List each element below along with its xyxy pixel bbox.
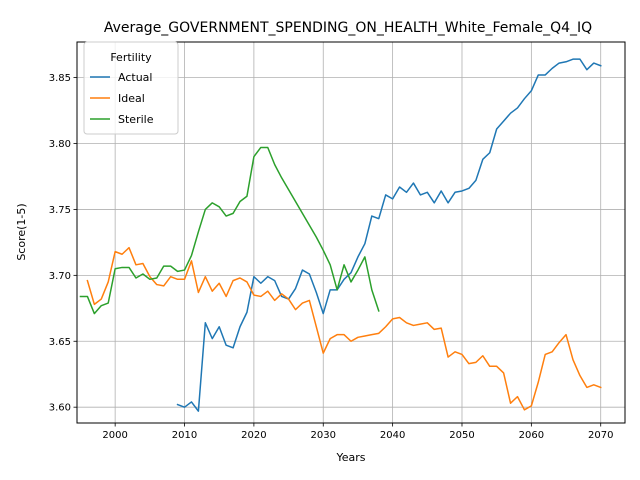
legend-label-ideal: Ideal [118, 92, 145, 105]
x-tick-label: 2050 [449, 430, 474, 441]
x-tick-label: 2040 [380, 430, 405, 441]
x-tick-label: 2030 [311, 430, 336, 441]
series-line-actual [176, 58, 602, 412]
plot-frame [76, 41, 626, 424]
x-tick-label: 2020 [241, 430, 266, 441]
x-tick-label: 2070 [588, 430, 613, 441]
y-axis-label: Score(1-5) [15, 203, 28, 260]
legend-label-actual: Actual [118, 71, 152, 84]
x-tick-label: 2010 [172, 430, 197, 441]
y-tick-label: 3.60 [49, 403, 71, 414]
series-line-sterile [79, 146, 380, 315]
legend-label-sterile: Sterile [118, 113, 154, 126]
y-tick-label: 3.70 [49, 271, 71, 282]
series-line-ideal [86, 246, 602, 411]
y-tick-label: 3.85 [49, 73, 71, 84]
legend-entries: Actual Ideal Sterile [90, 71, 154, 126]
y-tick-label: 3.75 [49, 205, 71, 216]
legend-title: Fertility [110, 51, 152, 64]
legend-box [83, 41, 179, 135]
x-axis-label: Years [335, 451, 365, 464]
chart-title: Average_GOVERNMENT_SPENDING_ON_HEALTH_Wh… [104, 20, 592, 36]
series-layer [79, 58, 602, 412]
y-tick-label: 3.80 [49, 139, 71, 150]
y-tick-label: 3.65 [49, 337, 71, 348]
x-tick-label: 2060 [519, 430, 544, 441]
legend: Fertility Actual Ideal Sterile [83, 41, 179, 135]
ticks: 2000 2010 2020 2030 2040 2050 2060 2070 3.60 3.65… [49, 73, 614, 441]
x-tick-label: 2000 [102, 430, 127, 441]
